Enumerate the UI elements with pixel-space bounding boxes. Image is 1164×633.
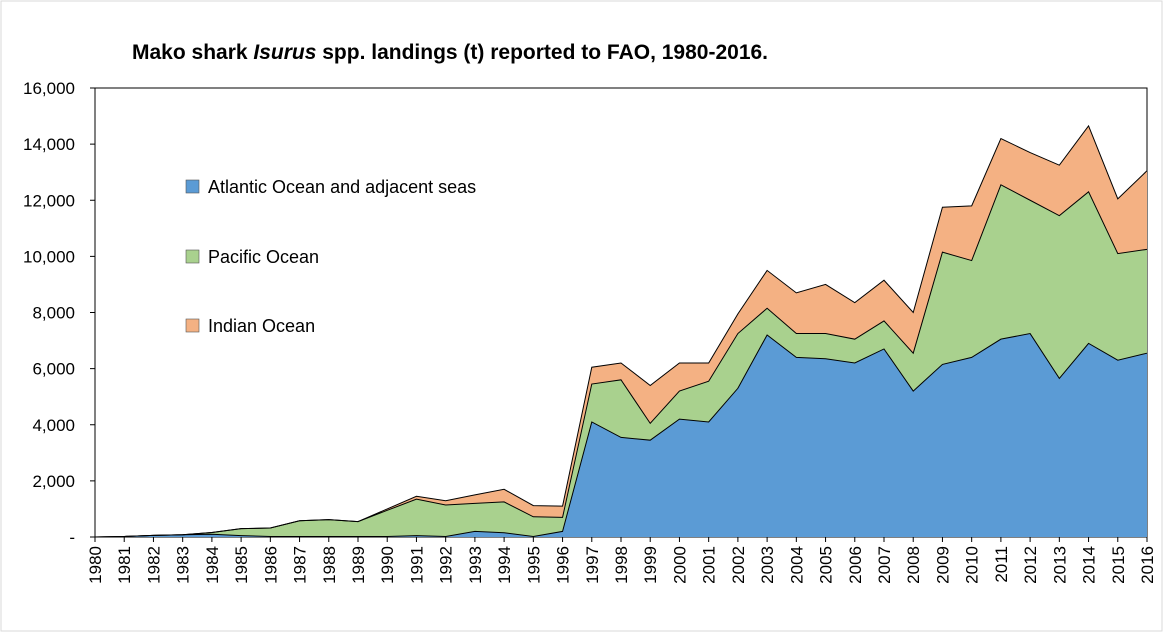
y-tick-label: - bbox=[69, 528, 75, 547]
area-series-group bbox=[94, 124, 1148, 538]
x-tick-label: 2003 bbox=[758, 546, 777, 584]
legend-swatch-pacific-ocean bbox=[185, 249, 200, 264]
x-tick-label: 2009 bbox=[933, 546, 952, 584]
x-tick-label: 1991 bbox=[407, 546, 426, 584]
area-outline-indian-ocean bbox=[94, 124, 1148, 538]
x-tick-label: 1987 bbox=[291, 546, 310, 584]
x-tick-label: 1984 bbox=[203, 546, 222, 584]
x-tick-label: 2005 bbox=[817, 546, 836, 584]
x-tick-label: 2007 bbox=[875, 546, 894, 584]
chart-title-part: Isurus bbox=[253, 41, 316, 64]
y-tick-label: 14,000 bbox=[23, 135, 75, 154]
x-tick-label: 2013 bbox=[1050, 546, 1069, 584]
y-tick-label: 8,000 bbox=[32, 304, 75, 323]
legend-swatch-atlantic-ocean-and-adjacent-seas bbox=[185, 179, 200, 194]
x-axis: 1980 1981 1982 1983 1984 1985 1986 1987 1988 1989… bbox=[86, 537, 1157, 584]
x-tick-label: 2000 bbox=[670, 546, 689, 584]
legend-label-indian-ocean: Indian Ocean bbox=[208, 316, 315, 336]
x-tick-label: 1994 bbox=[495, 546, 514, 584]
x-tick-label: 2012 bbox=[1021, 546, 1040, 584]
y-tick-label: 2,000 bbox=[32, 472, 75, 491]
x-tick-label: 1983 bbox=[174, 546, 193, 584]
y-tick-label: 16,000 bbox=[23, 79, 75, 98]
x-tick-label: 1999 bbox=[641, 546, 660, 584]
x-tick-label: 2015 bbox=[1109, 546, 1128, 584]
y-tick-label: 10,000 bbox=[23, 247, 75, 266]
area-outline-atlantic-ocean-and-adjacent-seas bbox=[94, 332, 1148, 538]
x-tick-label: 2010 bbox=[963, 546, 982, 584]
x-tick-label: 1997 bbox=[583, 546, 602, 584]
y-axis: - 2,000 4,000 6,000 8,000 10,000 12,000 14,000 1… bbox=[23, 79, 95, 547]
x-tick-label: 1980 bbox=[86, 546, 105, 584]
chart-title: Mako shark Isurus spp. landings (t) repo… bbox=[132, 41, 768, 64]
x-tick-label: 1986 bbox=[261, 546, 280, 584]
x-tick-label: 2014 bbox=[1080, 546, 1099, 584]
legend-label-atlantic-ocean-and-adjacent-seas: Atlantic Ocean and adjacent seas bbox=[208, 177, 476, 197]
x-tick-label: 2004 bbox=[787, 546, 806, 584]
legend-swatch-indian-ocean bbox=[185, 318, 200, 333]
area-indian-ocean bbox=[95, 125, 1147, 537]
x-tick-label: 1981 bbox=[115, 546, 134, 584]
x-tick-label: 1990 bbox=[378, 546, 397, 584]
x-tick-label: 1985 bbox=[232, 546, 251, 584]
x-tick-label: 1982 bbox=[144, 546, 163, 584]
x-tick-label: 2016 bbox=[1138, 546, 1157, 584]
x-tick-label: 1992 bbox=[437, 546, 456, 584]
legend: Atlantic Ocean and adjacent seas Pacific … bbox=[185, 177, 476, 336]
y-tick-label: 12,000 bbox=[23, 191, 75, 210]
area-pacific-ocean bbox=[95, 184, 1147, 537]
chart-title-part: spp. landings (t) reported to FAO, 1980-… bbox=[316, 41, 768, 64]
y-tick-label: 6,000 bbox=[32, 360, 75, 379]
x-tick-label: 1988 bbox=[320, 546, 339, 584]
x-tick-label: 1989 bbox=[349, 546, 368, 584]
x-tick-label: 2011 bbox=[992, 546, 1011, 583]
x-tick-label: 2006 bbox=[846, 546, 865, 584]
chart-title-part: Mako shark bbox=[132, 41, 253, 64]
y-tick-label: 4,000 bbox=[32, 416, 75, 435]
x-tick-label: 2008 bbox=[904, 546, 923, 584]
x-tick-label: 1995 bbox=[524, 546, 543, 584]
x-tick-label: 1996 bbox=[554, 546, 573, 584]
x-tick-label: 1998 bbox=[612, 546, 631, 584]
x-tick-label: 2002 bbox=[729, 546, 748, 584]
x-tick-label: 1993 bbox=[466, 546, 485, 584]
x-tick-label: 2001 bbox=[700, 546, 719, 584]
legend-label-pacific-ocean: Pacific Ocean bbox=[208, 247, 319, 267]
area-atlantic-ocean-and-adjacent-seas bbox=[95, 333, 1147, 537]
